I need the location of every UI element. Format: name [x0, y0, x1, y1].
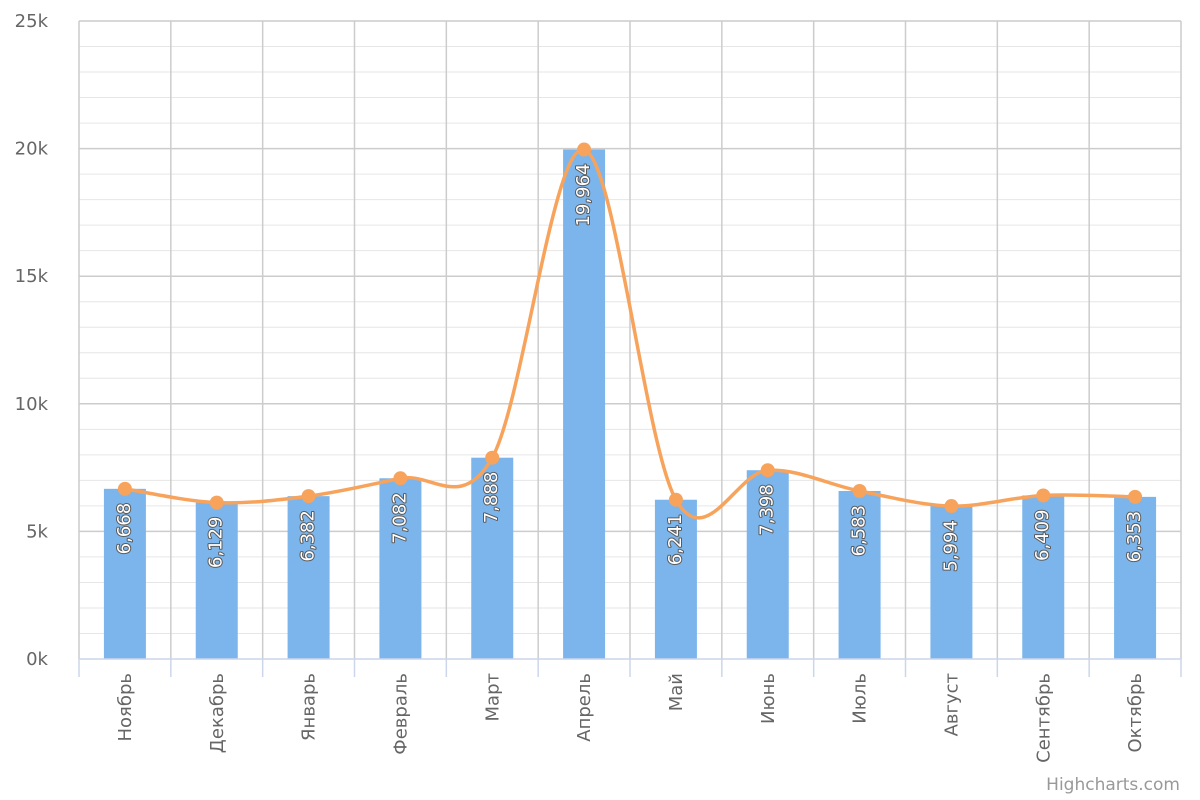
y-tick-label: 10k — [15, 394, 49, 415]
y-tick-label: 5k — [26, 521, 48, 542]
x-tick-label: Октябрь — [1125, 673, 1146, 753]
spline-point-marker[interactable] — [760, 463, 775, 478]
bar[interactable] — [838, 491, 881, 659]
spline-point-marker[interactable] — [393, 471, 408, 486]
x-tick-label: Сентябрь — [1033, 673, 1054, 763]
x-tick-label: Март — [482, 673, 503, 721]
credits-link[interactable]: Highcharts.com — [1046, 775, 1180, 795]
y-tick-label: 0k — [26, 649, 48, 670]
spline-point-marker[interactable] — [852, 484, 867, 499]
bar[interactable] — [563, 149, 606, 659]
x-tick-label: Июль — [850, 673, 871, 724]
spline-point-marker[interactable] — [117, 481, 132, 496]
x-tick-label: Январь — [299, 673, 320, 741]
bar[interactable] — [195, 502, 238, 659]
spline-point-marker[interactable] — [577, 142, 592, 157]
grid-layer — [78, 20, 1182, 659]
spline-series-line — [124, 147, 1136, 520]
x-tick-label: Декабрь — [207, 673, 228, 753]
y-tick-label: 20k — [15, 139, 49, 160]
x-tick-label: Май — [666, 673, 687, 711]
bar-data-label: 6,409 — [1032, 509, 1053, 561]
bar-data-label: 6,583 — [849, 505, 870, 557]
x-tick-label: Апрель — [574, 673, 595, 742]
spline-point-marker[interactable] — [301, 489, 316, 504]
bar-data-label: 19,964 — [573, 164, 594, 227]
x-tick-label: Ноябрь — [115, 673, 136, 742]
spline-point-marker[interactable] — [1128, 489, 1143, 504]
bar[interactable] — [103, 488, 146, 659]
spline-point-marker[interactable] — [485, 450, 500, 465]
bar-data-label: 5,994 — [940, 520, 961, 572]
y-tick-label: 25k — [15, 11, 49, 32]
bars-layer — [103, 149, 1157, 659]
bar[interactable] — [471, 457, 514, 659]
axis-layer: 0k 5k 10k 15k 20k 25k Ноябрь Декабрь Январь Февра… — [15, 11, 1182, 763]
bar[interactable] — [287, 496, 330, 659]
bar[interactable] — [1114, 496, 1157, 659]
bar[interactable] — [746, 470, 789, 659]
bar-data-label: 6,382 — [298, 510, 319, 562]
spline-point-marker[interactable] — [1036, 488, 1051, 503]
bar[interactable] — [654, 499, 697, 659]
y-tick-label: 15k — [15, 266, 49, 287]
bar-data-label: 6,241 — [665, 514, 686, 566]
bar-data-label: 7,398 — [757, 484, 778, 536]
x-tick-label: Июнь — [758, 673, 779, 724]
line-layer — [117, 142, 1143, 520]
bar-data-label: 6,353 — [1124, 511, 1145, 563]
spline-point-marker[interactable] — [944, 499, 959, 514]
spline-point-marker[interactable] — [668, 492, 683, 507]
bar[interactable] — [379, 478, 422, 659]
x-tick-label: Август — [941, 673, 962, 736]
bar-data-label: 6,668 — [114, 503, 135, 555]
bar-data-label: 6,129 — [206, 517, 227, 569]
bar[interactable] — [1022, 495, 1065, 659]
bar-data-label: 7,888 — [481, 472, 502, 524]
bar-data-label: 7,082 — [389, 492, 410, 544]
bar[interactable] — [930, 506, 973, 659]
spline-point-marker[interactable] — [209, 495, 224, 510]
data-labels-layer: 6,668 6,129 6,382 7,082 7,888 19,964 6,241 7,39… — [113, 163, 1146, 573]
x-tick-label: Февраль — [390, 673, 411, 755]
